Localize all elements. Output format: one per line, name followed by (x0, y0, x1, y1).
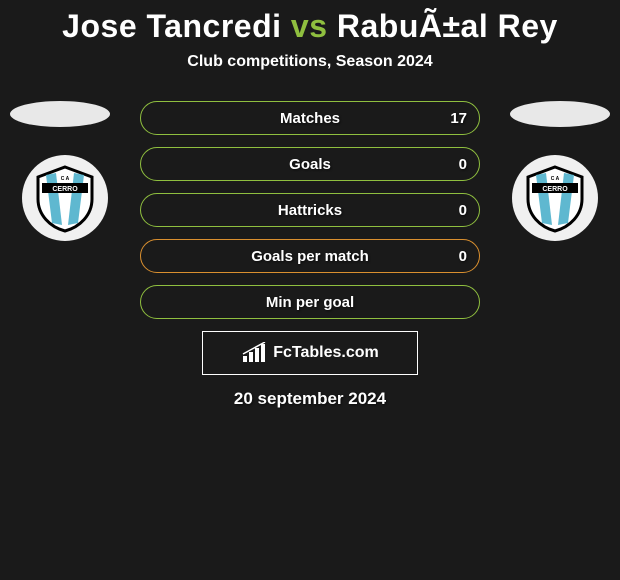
vs-separator: vs (291, 8, 328, 44)
stat-right-value: 0 (459, 248, 467, 265)
cerro-badge-icon: CERRO C A (520, 163, 590, 233)
stat-label: Matches (280, 110, 340, 127)
subtitle: Club competitions, Season 2024 (0, 53, 620, 71)
player2-club-badge: CERRO C A (512, 155, 598, 241)
player2-name: RabuÃ±al Rey (337, 8, 558, 44)
stat-label: Goals (289, 156, 331, 173)
stat-label: Goals per match (251, 248, 369, 265)
stat-right-value: 17 (450, 110, 467, 127)
bar-chart-icon (241, 342, 269, 364)
stat-row-hattricks: Hattricks 0 (140, 193, 480, 227)
svg-text:CERRO: CERRO (542, 186, 568, 193)
cerro-badge-icon: CERRO C A (30, 163, 100, 233)
stat-row-goals-per-match: Goals per match 0 (140, 239, 480, 273)
stat-right-value: 0 (459, 202, 467, 219)
date-label: 20 september 2024 (0, 389, 620, 409)
comparison-card: Jose Tancredi vs RabuÃ±al Rey Club compe… (0, 0, 620, 409)
player2-avatar-placeholder (510, 101, 610, 127)
logo-text: FcTables.com (273, 344, 379, 362)
svg-text:CERRO: CERRO (52, 186, 78, 193)
stat-label: Hattricks (278, 202, 342, 219)
comparison-title: Jose Tancredi vs RabuÃ±al Rey (0, 8, 620, 45)
stat-row-matches: Matches 17 (140, 101, 480, 135)
player1-name: Jose Tancredi (62, 8, 281, 44)
stat-label: Min per goal (266, 294, 354, 311)
svg-text:C A: C A (61, 176, 70, 182)
fctables-logo: FcTables.com (202, 331, 418, 375)
stat-row-min-per-goal: Min per goal (140, 285, 480, 319)
svg-text:C A: C A (551, 176, 560, 182)
stat-right-value: 0 (459, 156, 467, 173)
player1-club-badge: CERRO C A (22, 155, 108, 241)
stat-row-goals: Goals 0 (140, 147, 480, 181)
player1-avatar-placeholder (10, 101, 110, 127)
stats-area: CERRO C A CERRO C A Matches 17 Goals 0 (0, 101, 620, 319)
